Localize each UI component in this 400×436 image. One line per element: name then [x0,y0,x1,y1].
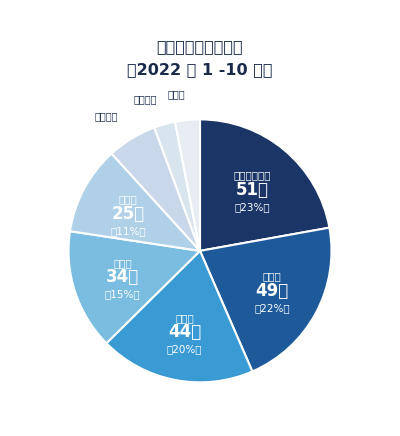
Text: （20%）: （20%） [167,344,202,354]
Text: 44件: 44件 [168,323,201,341]
Wedge shape [200,119,330,251]
Text: 物価高倒産　業種別: 物価高倒産 業種別 [157,40,243,54]
Wedge shape [200,228,332,371]
Wedge shape [70,153,200,251]
Text: 製造業: 製造業 [175,313,194,323]
Text: サービス: サービス [94,111,118,121]
Wedge shape [112,128,200,251]
Text: 25件: 25件 [112,204,145,223]
Wedge shape [68,231,200,343]
Text: 小売業: 小売業 [119,194,138,204]
Text: 34件: 34件 [106,269,139,286]
Wedge shape [175,119,200,251]
Text: その他: その他 [167,89,185,99]
Text: 49件: 49件 [255,282,288,300]
Text: 運輸・通信業: 運輸・通信業 [234,170,271,180]
Text: 建設業: 建設業 [262,271,281,281]
Text: （23%）: （23%） [234,202,270,212]
Text: （15%）: （15%） [105,290,140,300]
Text: 51件: 51件 [236,181,269,199]
Text: （11%）: （11%） [110,226,146,236]
Text: 不動産業: 不動産業 [134,94,158,104]
Wedge shape [154,122,200,251]
Text: （22%）: （22%） [254,303,290,313]
Text: （2022 年 1 -10 月）: （2022 年 1 -10 月） [127,62,273,77]
Wedge shape [106,251,252,382]
Text: 卸売業: 卸売業 [113,258,132,268]
